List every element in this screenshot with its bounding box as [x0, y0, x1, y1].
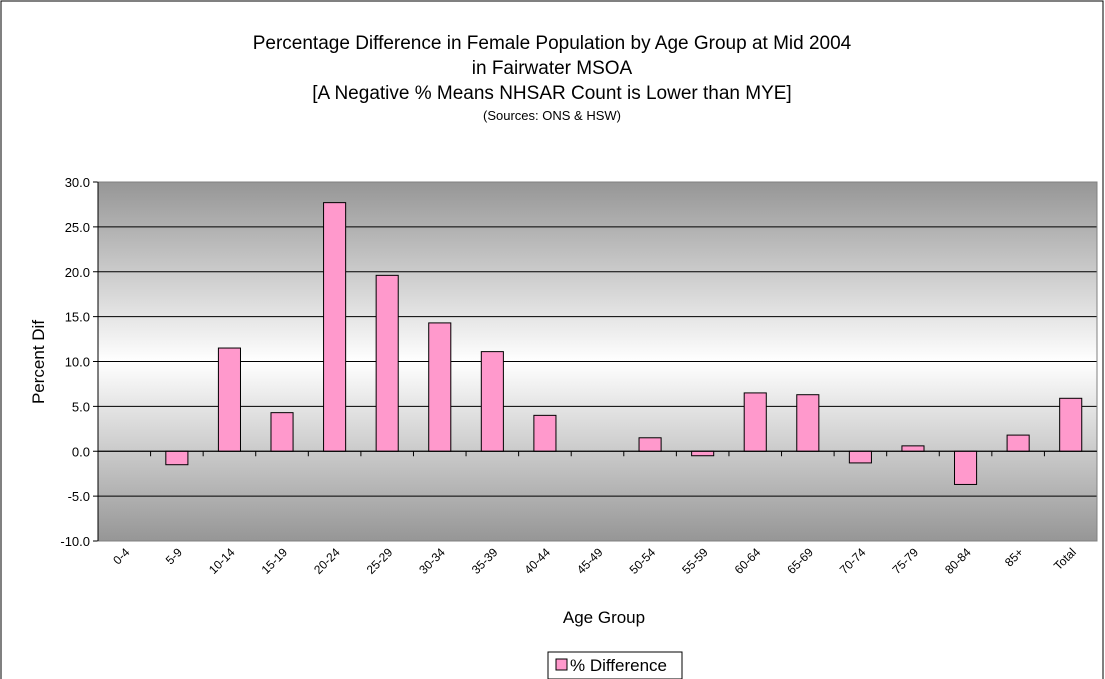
bar	[691, 450, 715, 457]
bar	[270, 412, 294, 452]
y-tick-label: 25.0	[65, 220, 90, 235]
bar	[638, 437, 662, 452]
y-tick-label: 15.0	[65, 310, 90, 325]
y-tick-label: 10.0	[65, 355, 90, 370]
bar	[954, 450, 978, 485]
chart-subtitle: (Sources: ONS & HSW)	[483, 108, 621, 123]
y-tick-label: -5.0	[68, 489, 90, 504]
bar	[165, 450, 189, 466]
y-axis-label: Percent Dif	[29, 320, 48, 404]
legend-label: % Difference	[570, 656, 667, 675]
y-tick-label: 30.0	[65, 175, 90, 190]
bar	[480, 351, 504, 452]
chart-title: [A Negative % Means NHSAR Count is Lower…	[312, 83, 791, 104]
y-tick-label: -10.0	[60, 534, 90, 549]
bar	[323, 202, 347, 452]
bar	[743, 392, 767, 452]
y-tick-label: 5.0	[72, 399, 90, 414]
y-tick-label: 20.0	[65, 265, 90, 280]
bar	[1059, 397, 1083, 452]
bar	[796, 394, 820, 452]
bar	[428, 322, 452, 452]
chart-title: Percentage Difference in Female Populati…	[253, 33, 852, 54]
bar	[1006, 434, 1030, 452]
bar	[901, 445, 925, 452]
bar	[375, 274, 399, 452]
bar	[848, 450, 872, 464]
chart-title: in Fairwater MSOA	[472, 58, 633, 79]
legend-swatch	[555, 658, 568, 671]
x-axis-label: Age Group	[563, 608, 645, 627]
bar	[533, 414, 557, 452]
legend-box	[547, 651, 683, 679]
y-tick-label: 0.0	[72, 444, 90, 459]
bar	[217, 347, 241, 452]
